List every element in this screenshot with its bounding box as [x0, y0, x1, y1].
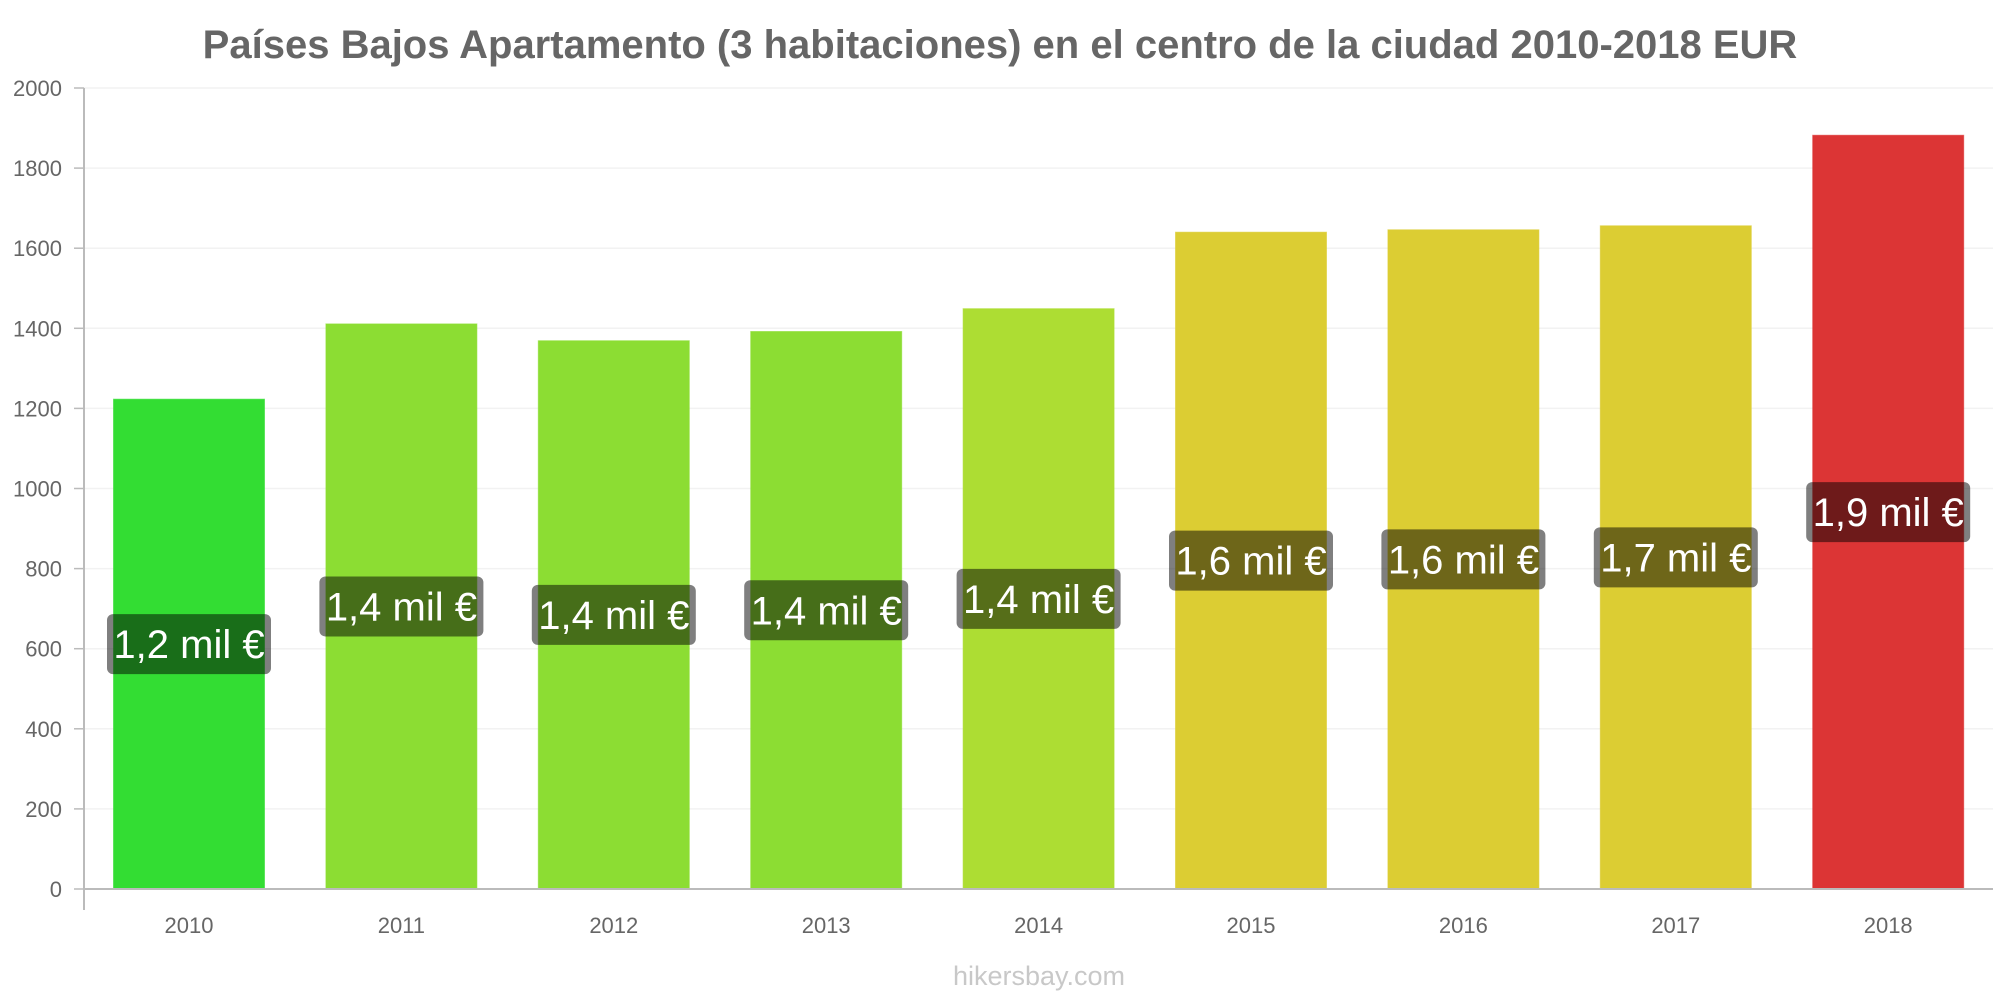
y-tick-label: 1000: [13, 477, 62, 502]
data-label-text: 1,4 mil €: [751, 589, 902, 633]
y-tick-label: 1600: [13, 236, 62, 261]
data-label: 1,2 mil €: [107, 614, 271, 675]
data-label-box: [319, 576, 484, 637]
data-label-text: 1,6 mil €: [1175, 540, 1326, 584]
x-tick-label: 2011: [378, 913, 425, 938]
data-label-box: [744, 580, 909, 641]
data-label-box: [107, 614, 271, 675]
data-label: 1,7 mil €: [1593, 527, 1758, 588]
x-tick-label: 2012: [589, 913, 638, 938]
y-tick-label: 400: [25, 717, 62, 742]
y-tick-label: 2000: [13, 76, 62, 101]
y-tick-label: 0: [50, 877, 62, 902]
y-tick-label: 600: [25, 637, 62, 662]
data-label: 1,6 mil €: [1381, 529, 1546, 590]
data-label-box: [956, 568, 1121, 629]
data-label: 1,4 mil €: [956, 568, 1121, 629]
data-label-text: 1,2 mil €: [113, 623, 264, 667]
data-label: 1,6 mil €: [1169, 530, 1333, 591]
data-label: 1,9 mil €: [1806, 482, 1971, 543]
data-label: 1,4 mil €: [319, 576, 484, 637]
x-tick-label: 2017: [1651, 913, 1700, 938]
chart-title: Países Bajos Apartamento (3 habitaciones…: [203, 23, 1798, 67]
data-label-box: [1169, 530, 1333, 591]
y-tick-label: 1800: [13, 156, 62, 181]
data-label-text: 1,7 mil €: [1600, 536, 1751, 580]
data-label-box: [1381, 529, 1546, 590]
data-label: 1,4 mil €: [531, 584, 696, 645]
y-tick-label: 1200: [13, 396, 62, 421]
x-tick-label: 2014: [1014, 913, 1063, 938]
data-label-text: 1,4 mil €: [326, 585, 477, 629]
x-tick-label: 2010: [165, 913, 214, 938]
data-labels: 1,2 mil € 1,4 mil € 1,4 mil € 1,4 mil € 1,4 …: [107, 482, 1971, 675]
data-label-box: [1593, 527, 1758, 588]
data-label: 1,4 mil €: [744, 580, 909, 641]
watermark: hikersbay.com: [953, 961, 1125, 991]
x-axis-ticks: 2010 2011 2012 2013 2014 2015 2016 2017 2018: [165, 913, 1913, 938]
x-tick-label: 2015: [1227, 913, 1276, 938]
y-tick-label: 200: [25, 797, 62, 822]
data-label-text: 1,4 mil €: [538, 594, 689, 638]
y-tick-label: 1400: [13, 316, 62, 341]
x-tick-label: 2018: [1864, 913, 1913, 938]
x-tick-label: 2013: [802, 913, 851, 938]
y-tick-label: 800: [25, 557, 62, 582]
data-label-text: 1,4 mil €: [963, 578, 1114, 622]
data-label-text: 1,9 mil €: [1813, 491, 1964, 535]
data-label-box: [531, 584, 696, 645]
y-axis-ticks: 0 200 400 600 800 1000 1200 1400 1600 1800 2000: [13, 76, 84, 902]
data-label-text: 1,6 mil €: [1388, 538, 1539, 582]
x-tick-label: 2016: [1439, 913, 1488, 938]
data-label-box: [1806, 482, 1971, 543]
